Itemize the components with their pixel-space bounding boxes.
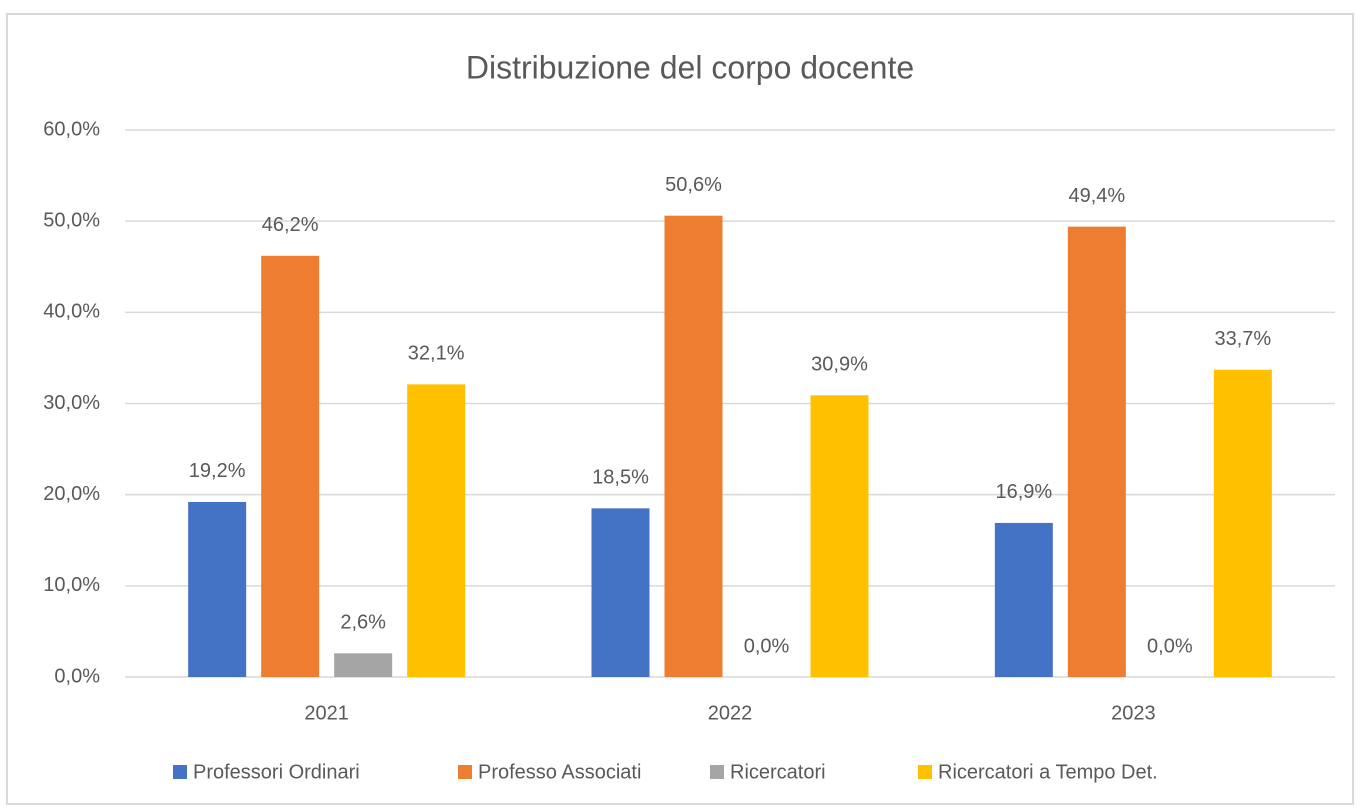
data-label: 30,9% [811, 354, 868, 376]
bar [664, 215, 723, 678]
x-tick-label: 2023 [1111, 702, 1156, 724]
x-tick-label: 2022 [708, 702, 753, 724]
y-tick-label: 0,0% [54, 665, 100, 687]
data-label: 32,1% [408, 343, 465, 365]
y-tick-label: 20,0% [43, 483, 100, 505]
bar [994, 522, 1053, 677]
legend-swatch [458, 765, 472, 779]
bar [1213, 369, 1272, 677]
y-tick-label: 60,0% [43, 118, 100, 140]
legend-label: Ricercatori a Tempo Det. [938, 761, 1158, 783]
x-tick-label: 2021 [304, 702, 349, 724]
data-label: 18,5% [592, 467, 649, 489]
chart-title: Distribuzione del corpo docente [466, 49, 914, 85]
data-label: 2,6% [340, 612, 386, 634]
y-tick-label: 50,0% [43, 209, 100, 231]
bar [591, 508, 650, 677]
legend-swatch [173, 765, 187, 779]
data-label: 49,4% [1068, 185, 1125, 207]
legend-swatch [918, 765, 932, 779]
legend-label: Professori Ordinari [193, 761, 360, 783]
data-label: 46,2% [262, 214, 319, 236]
y-tick-label: 40,0% [43, 301, 100, 323]
data-label: 0,0% [1147, 635, 1193, 657]
data-label: 19,2% [189, 460, 246, 482]
bar [407, 384, 466, 677]
data-label: 16,9% [995, 481, 1052, 503]
legend-label: Professo Associati [478, 761, 641, 783]
bar [334, 653, 393, 677]
data-label: 50,6% [665, 174, 722, 196]
data-label: 0,0% [744, 635, 790, 657]
y-tick-label: 30,0% [43, 392, 100, 414]
bar [810, 395, 869, 677]
bar [261, 255, 320, 677]
bar [1067, 226, 1126, 678]
y-tick-label: 10,0% [43, 574, 100, 596]
data-label: 33,7% [1214, 328, 1271, 350]
bar [188, 501, 247, 677]
legend-label: Ricercatori [730, 761, 826, 783]
legend-swatch [710, 765, 724, 779]
